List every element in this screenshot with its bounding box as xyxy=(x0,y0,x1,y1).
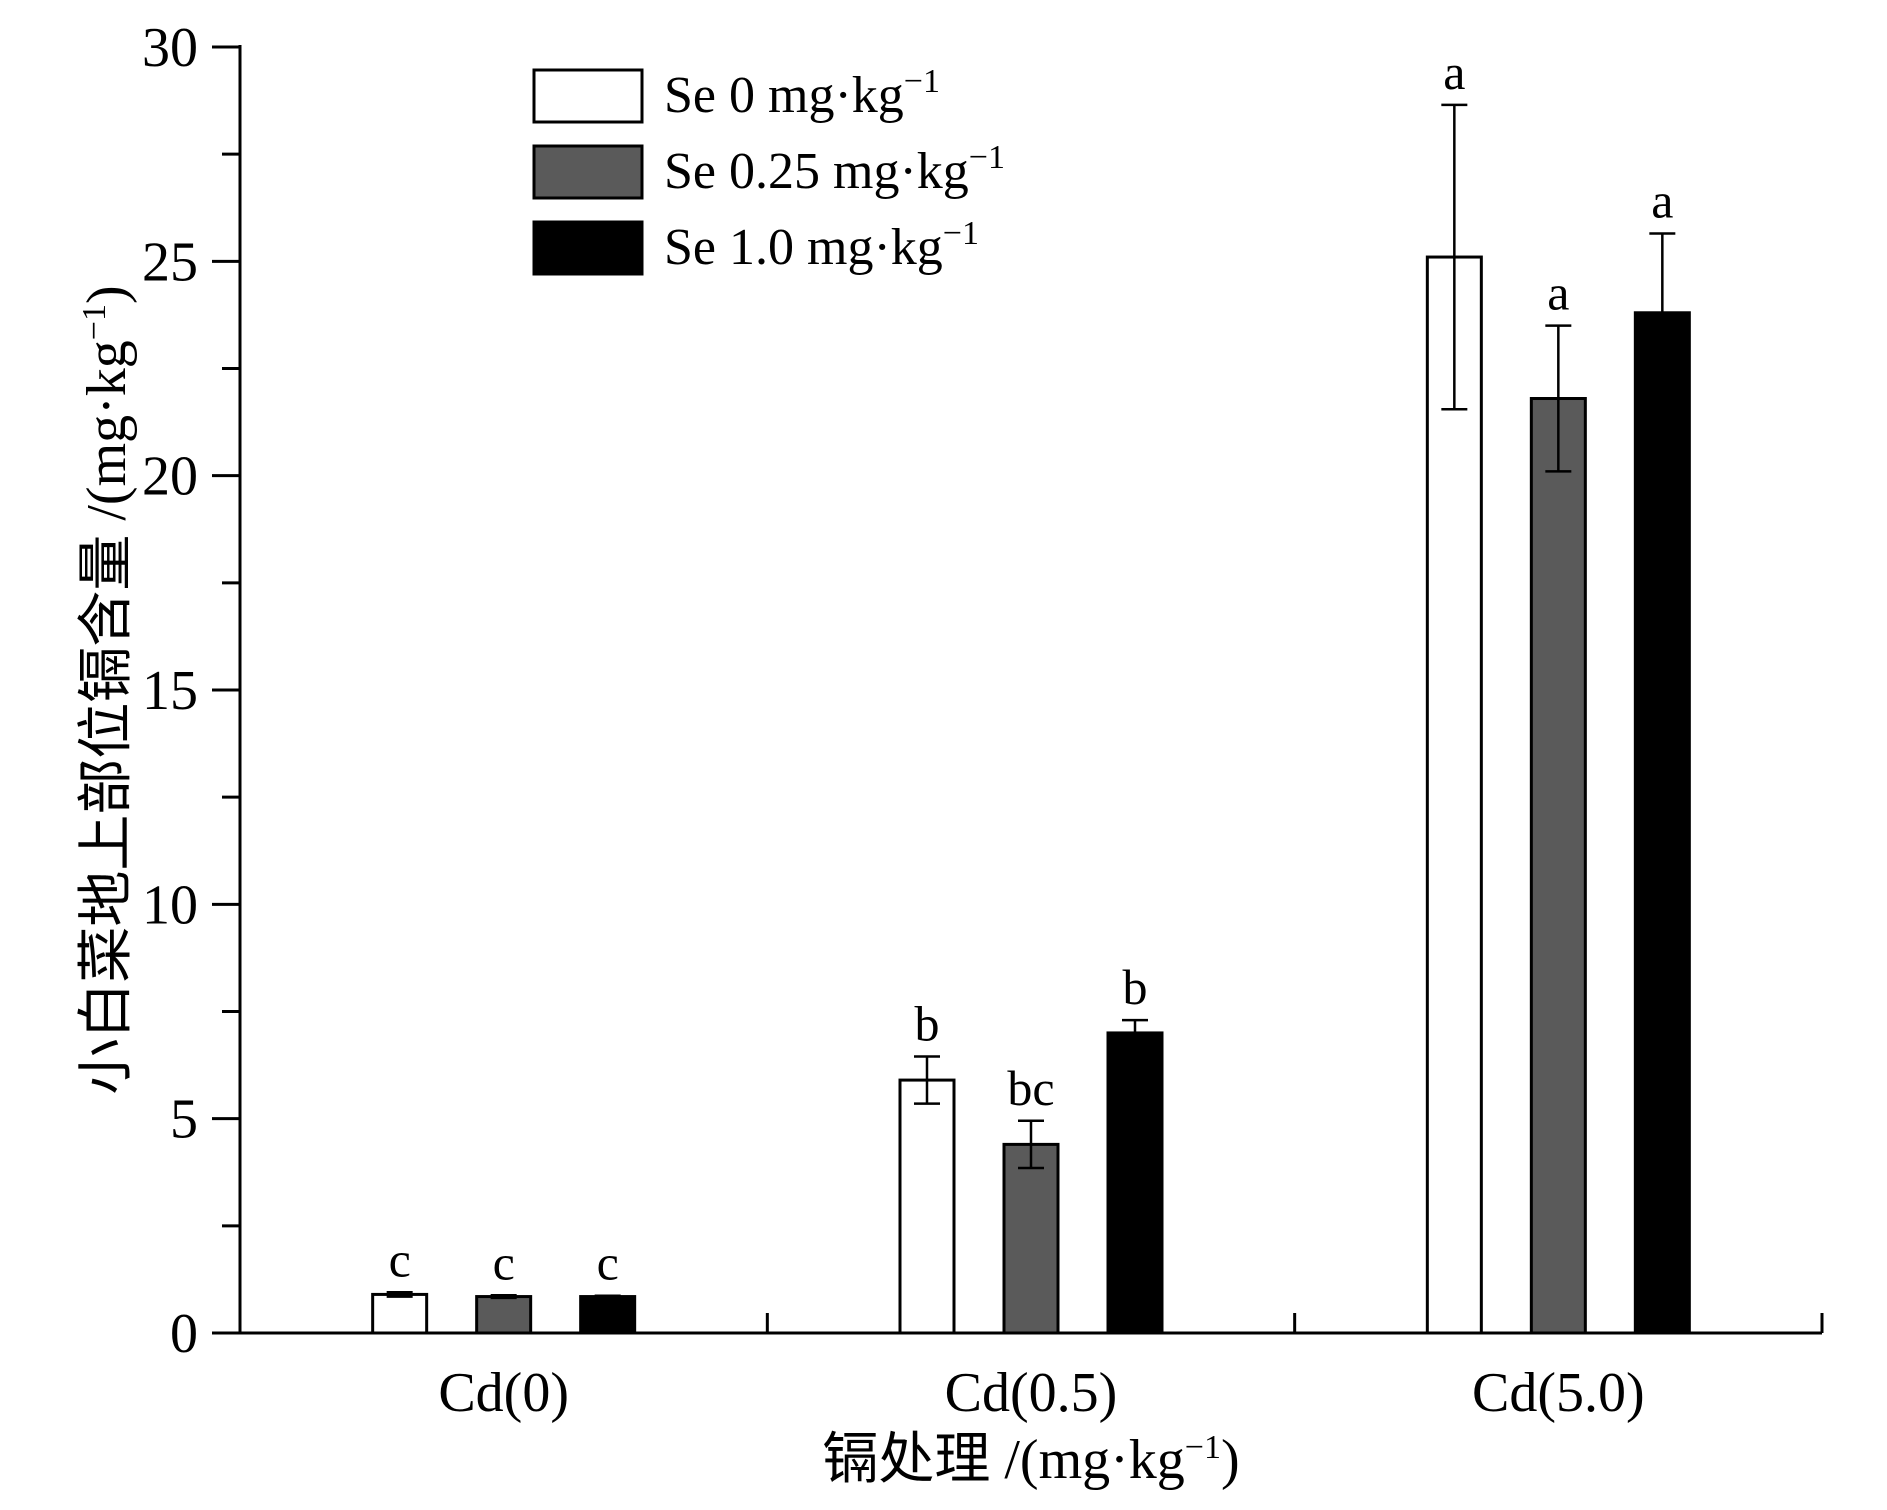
significance-label: b xyxy=(915,996,940,1052)
significance-label: c xyxy=(597,1235,619,1291)
y-tick-label: 10 xyxy=(142,874,198,936)
legend: Se 0 mg·kg−1 Se 0.25 mg·kg−1 Se 1.0 mg·kg−… xyxy=(532,63,1005,276)
legend-label: Se 1.0 mg·kg−1 xyxy=(664,215,979,276)
legend-label: Se 0.25 mg·kg−1 xyxy=(664,139,1005,200)
bar xyxy=(1633,311,1691,1335)
bar xyxy=(475,1295,533,1335)
significance-label: a xyxy=(1547,265,1569,321)
bar xyxy=(1425,255,1483,1335)
y-tick-label: 25 xyxy=(142,231,198,293)
x-axis-title: 镉处理 /(mg·kg−1) xyxy=(822,1429,1239,1491)
significance-label: c xyxy=(389,1231,411,1287)
legend-label: Se 0 mg·kg−1 xyxy=(664,63,940,124)
y-axis-title: 小白菜地上部位镉含量 /(mg·kg−1) xyxy=(76,285,138,1094)
significance-label: a xyxy=(1651,172,1673,228)
x-tick-label: Cd(5.0) xyxy=(1472,1362,1645,1424)
significance-label: a xyxy=(1443,44,1465,100)
legend-swatch xyxy=(532,220,644,276)
y-tick-label: 5 xyxy=(170,1089,198,1151)
significance-label: c xyxy=(493,1234,515,1290)
bar xyxy=(1106,1031,1164,1335)
y-tick-label: 20 xyxy=(142,446,198,508)
y-tick-label: 30 xyxy=(142,17,198,79)
bar xyxy=(1002,1142,1060,1335)
axis-titles: 镉处理 /(mg·kg−1) 小白菜地上部位镉含量 /(mg·kg−1) xyxy=(76,285,1240,1491)
bar xyxy=(1529,397,1587,1335)
y-tick-label: 15 xyxy=(142,660,198,722)
bars: c b a c bc a c b a xyxy=(371,44,1691,1335)
legend-swatch xyxy=(532,144,644,200)
y-tick-label: 0 xyxy=(170,1303,198,1365)
x-tick-label: Cd(0) xyxy=(438,1362,569,1424)
bar xyxy=(579,1295,637,1335)
axes: 0 5 10 15 20 25 30 Cd(0) Cd(0.5) Cd(5.0) xyxy=(142,17,1824,1424)
bar xyxy=(898,1078,956,1335)
bar xyxy=(371,1292,429,1335)
significance-label: bc xyxy=(1007,1060,1054,1116)
x-tick-label: Cd(0.5) xyxy=(945,1362,1118,1424)
legend-swatch xyxy=(532,68,644,124)
significance-label: b xyxy=(1123,959,1148,1015)
